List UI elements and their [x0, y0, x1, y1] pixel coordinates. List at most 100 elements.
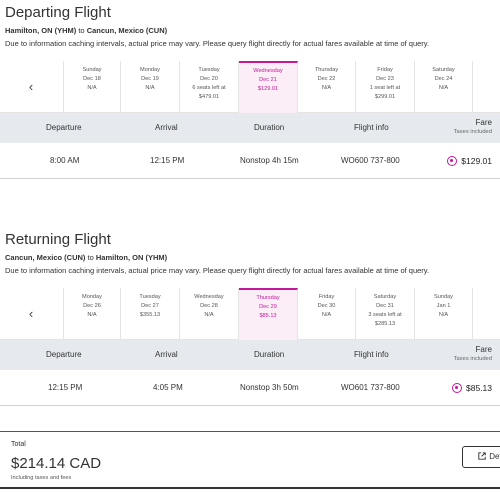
date-line1: $129.01 [257, 86, 279, 92]
total-panel: Total $214.14 CAD Including taxes and fe… [0, 431, 500, 493]
date-date: Jan 1 [436, 303, 451, 309]
departing-table-header: Departure Arrival Duration Flight info F… [0, 113, 500, 143]
total-label: Total [11, 441, 26, 448]
returning-origin: Cancun, Mexico (CUN) [5, 253, 86, 262]
fare-price: $85.13 [466, 383, 492, 393]
date-date: Dec 18 [83, 76, 101, 82]
date-weekday: Sunday [82, 67, 102, 73]
col-fare-label: Fare [475, 345, 492, 354]
date-line1: $355.13 [139, 312, 161, 318]
date-line1: N/A [145, 85, 155, 91]
col-flight-info: Flight info [354, 123, 389, 132]
date-weekday: Saturday [373, 294, 397, 300]
date-option-monday[interactable]: Monday Dec 19 N/A [121, 61, 180, 113]
date-option-tuesday[interactable]: Tuesday Dec 27 $355.13 [121, 288, 180, 340]
returning-flight-row[interactable]: 12:15 PM 4:05 PM Nonstop 3h 50m WO601 73… [0, 370, 500, 406]
date-date: Dec 22 [317, 76, 336, 82]
departing-date-strip: ‹ Sunday Dec 18 N/A Monday Dec 19 N/A Tuesday D… [0, 61, 500, 113]
date-line2: $299.01 [374, 94, 396, 100]
date-line2: $479.01 [198, 94, 220, 100]
date-line1: 6 seats left at [192, 85, 226, 91]
col-fare-label: Fare [475, 118, 492, 127]
chevron-left-icon[interactable]: ‹ [28, 79, 34, 94]
departing-notice: Due to information caching intervals, ac… [5, 39, 430, 48]
chevron-left-icon[interactable]: ‹ [28, 306, 34, 321]
returning-connector: to [87, 253, 94, 262]
date-option-sunday[interactable]: Sunday Jan 1 N/A [415, 288, 473, 340]
date-weekday: Friday [318, 294, 335, 300]
date-option-sunday[interactable]: Sunday Dec 18 N/A [63, 61, 121, 113]
col-duration: Duration [254, 123, 285, 132]
col-departure: Departure [46, 350, 82, 359]
flight-duration: Nonstop 4h 15m [240, 156, 299, 165]
flight-duration: Nonstop 3h 50m [240, 383, 299, 392]
flight-arrival: 12:15 PM [150, 156, 185, 165]
details-label: Det [489, 452, 500, 461]
date-option-wednesday[interactable]: Wednesday Dec 28 N/A [180, 288, 239, 340]
col-fare-sub: Taxes included [453, 129, 492, 135]
date-line1: 3 seats left at [368, 312, 402, 318]
date-date: Dec 20 [200, 76, 218, 82]
date-line1: $85.13 [259, 313, 277, 319]
date-date: Dec 30 [317, 303, 336, 309]
details-button[interactable]: Det [462, 446, 500, 468]
departing-origin: Hamilton, ON (YHM) [5, 26, 77, 35]
date-date: Dec 31 [376, 303, 394, 309]
bottom-divider [0, 487, 500, 489]
date-line1: N/A [321, 312, 332, 318]
departing-section: Departing Flight Hamilton, ON (YHM) to C… [0, 0, 500, 200]
date-option-saturday[interactable]: Saturday Dec 24 N/A [415, 61, 473, 113]
date-date: Dec 19 [141, 76, 159, 82]
flight-departure: 8:00 AM [50, 156, 80, 165]
date-option-wednesday[interactable]: Wednesday Dec 21 $129.01 [239, 61, 298, 113]
date-date: Dec 26 [83, 303, 101, 309]
date-option-saturday[interactable]: Saturday Dec 31 3 seats left at $285.13 [356, 288, 415, 340]
date-weekday: Friday [377, 67, 393, 73]
col-fare: Fare Taxes included [454, 344, 492, 364]
date-line1: N/A [87, 312, 97, 318]
returning-date-strip: ‹ Monday Dec 26 N/A Tuesday Dec 27 $355.13 Wed… [0, 288, 500, 340]
total-amount: $214.14 CAD [11, 455, 102, 472]
col-departure: Departure [46, 123, 82, 132]
date-date: Dec 28 [200, 303, 218, 309]
col-fare-sub: Taxes included [453, 356, 492, 362]
returning-table-header: Departure Arrival Duration Flight info F… [0, 340, 500, 370]
date-line1: 1 seat left at [369, 85, 401, 91]
date-date: Dec 29 [259, 304, 277, 310]
col-flight-info: Flight info [354, 350, 389, 359]
date-weekday: Saturday [432, 67, 455, 73]
date-option-monday[interactable]: Monday Dec 26 N/A [63, 288, 121, 340]
departing-route: Hamilton, ON (YHM) to Cancun, Mexico (CU… [5, 26, 167, 35]
col-fare: Fare Taxes included [454, 117, 492, 137]
date-date: Dec 21 [259, 77, 277, 83]
date-weekday: Tuesday [198, 67, 220, 73]
date-weekday: Wednesday [194, 294, 224, 300]
departing-connector: to [78, 26, 85, 35]
date-date: Dec 27 [141, 303, 159, 309]
date-weekday: Thursday [256, 295, 280, 301]
date-option-tuesday[interactable]: Tuesday Dec 20 6 seats left at $479.01 [180, 61, 239, 113]
departing-flight-row[interactable]: 8:00 AM 12:15 PM Nonstop 4h 15m WO600 73… [0, 143, 500, 179]
col-arrival: Arrival [155, 350, 178, 359]
date-option-friday[interactable]: Friday Dec 23 1 seat left at $299.01 [356, 61, 415, 113]
flight-departure: 12:15 PM [48, 383, 83, 392]
date-option-thursday[interactable]: Thursday Dec 29 $85.13 [239, 288, 298, 340]
fare-option[interactable]: $85.13 [452, 370, 492, 406]
date-weekday: Thursday [314, 67, 339, 73]
returning-route: Cancun, Mexico (CUN) to Hamilton, ON (YH… [5, 253, 167, 262]
flight-info: WO600 737-800 [341, 156, 400, 165]
fare-price: $129.01 [461, 156, 492, 166]
date-weekday: Monday [140, 67, 160, 73]
date-weekday: Monday [82, 294, 102, 300]
date-option-thursday[interactable]: Thursday Dec 22 N/A [298, 61, 356, 113]
radio-selected-icon[interactable] [447, 155, 458, 166]
returning-destination: Hamilton, ON (YHM) [95, 253, 168, 262]
radio-selected-icon[interactable] [452, 382, 462, 393]
flight-info: WO601 737-800 [341, 383, 400, 392]
fare-option[interactable]: $129.01 [447, 143, 492, 179]
returning-notice: Due to information caching intervals, ac… [5, 266, 430, 275]
total-sub: Including taxes and fees [11, 475, 72, 481]
date-line1: N/A [87, 85, 97, 91]
returning-section: Returning Flight Cancun, Mexico (CUN) to… [0, 231, 500, 406]
date-option-friday[interactable]: Friday Dec 30 N/A [298, 288, 356, 340]
